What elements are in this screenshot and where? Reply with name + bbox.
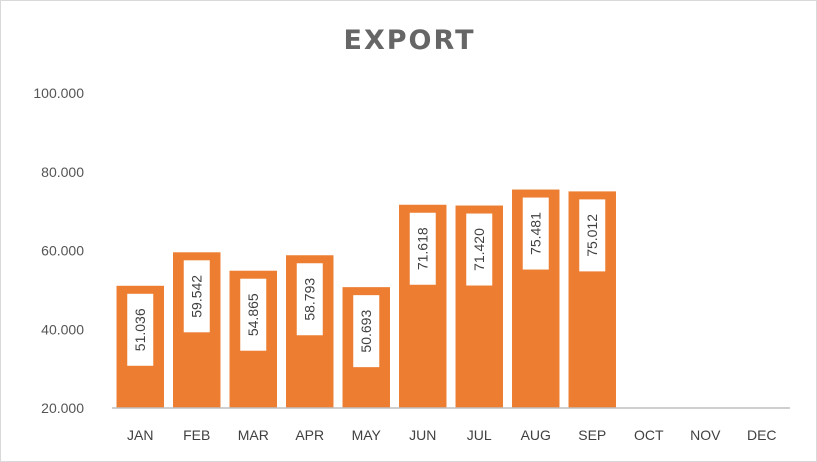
y-tick-label: 40.000 <box>41 321 84 337</box>
data-label: 50.693 <box>358 310 374 353</box>
x-tick-label: OCT <box>634 427 664 443</box>
data-label-box <box>522 197 549 270</box>
data-label-box <box>240 278 267 351</box>
data-label-box <box>353 295 380 368</box>
x-tick-label: NOV <box>690 427 721 443</box>
x-tick-label: JUN <box>409 427 436 443</box>
x-tick-label: MAY <box>352 427 382 443</box>
data-label-box <box>579 199 606 272</box>
x-tick-label: AUG <box>521 427 551 443</box>
data-label: 59.542 <box>189 275 205 318</box>
data-label-box <box>409 212 436 285</box>
data-label-box <box>466 213 493 286</box>
x-tick-label: MAR <box>238 427 269 443</box>
data-label: 71.618 <box>415 227 431 270</box>
data-label: 58.793 <box>302 278 318 321</box>
data-label: 75.012 <box>584 214 600 257</box>
y-tick-label: 60.000 <box>41 243 84 259</box>
data-label: 75.481 <box>528 212 544 255</box>
data-label: 71.420 <box>471 228 487 271</box>
x-tick-label: DEC <box>747 427 777 443</box>
data-label: 54.865 <box>245 293 261 336</box>
y-tick-label: 20.000 <box>41 400 84 416</box>
data-label-box <box>127 293 154 366</box>
x-tick-label: JUL <box>467 427 492 443</box>
data-label-box <box>183 260 210 333</box>
x-tick-label: FEB <box>183 427 210 443</box>
data-label-box <box>296 263 323 336</box>
x-tick-label: JAN <box>127 427 153 443</box>
y-tick-label: 100.000 <box>33 85 84 101</box>
y-tick-label: 80.000 <box>41 164 84 180</box>
x-tick-label: SEP <box>578 427 606 443</box>
x-tick-label: APR <box>295 427 324 443</box>
chart-title: EXPORT <box>343 25 476 56</box>
data-label: 51.036 <box>132 308 148 351</box>
